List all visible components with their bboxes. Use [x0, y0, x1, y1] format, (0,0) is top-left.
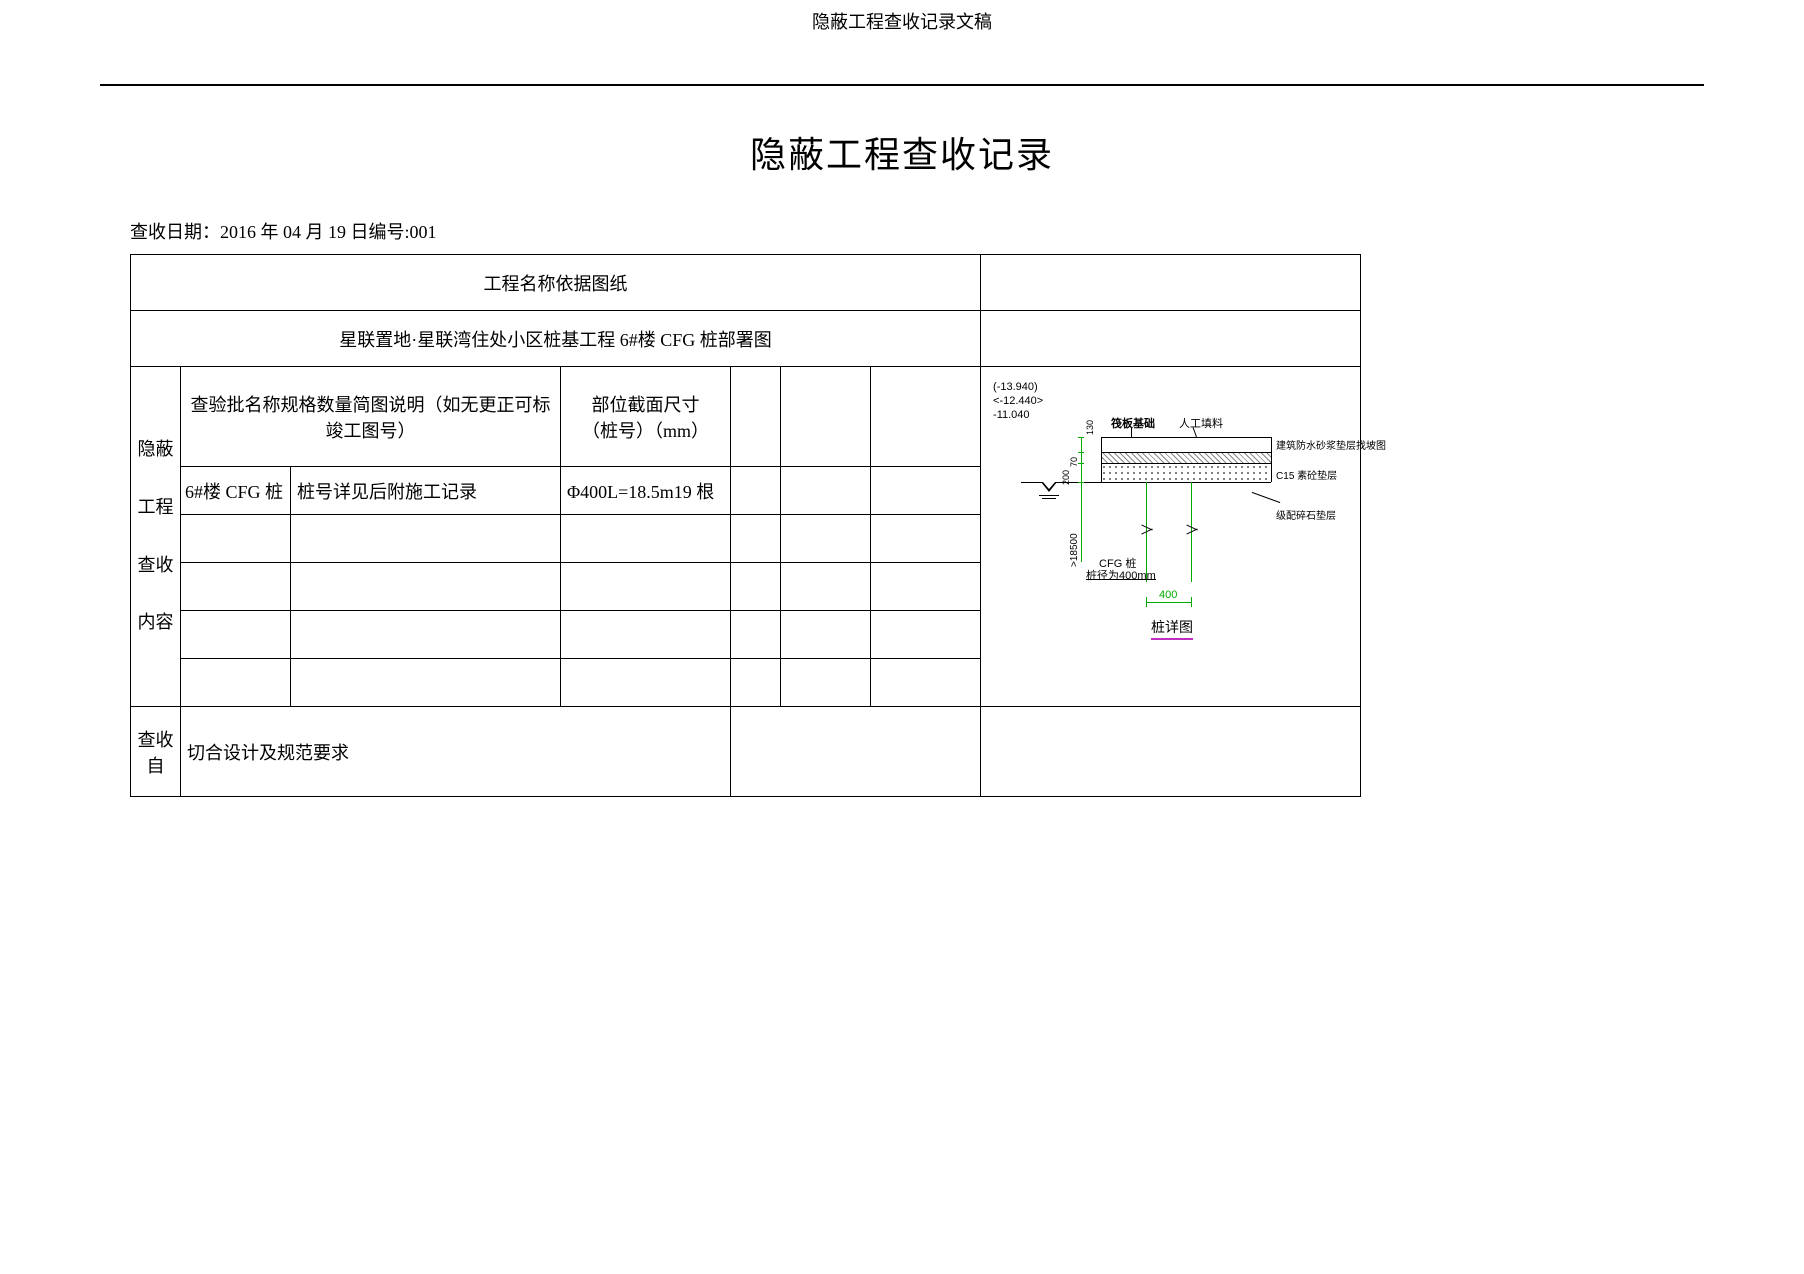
pile-title: 桩详图 [1151, 617, 1193, 640]
cell-blank [781, 659, 871, 707]
cell-blank [871, 659, 981, 707]
hatch-waterproof [1101, 453, 1271, 463]
cell-blank [871, 611, 981, 659]
line-top [1101, 437, 1271, 438]
cell-blank [561, 563, 731, 611]
label-400: 400 [1159, 589, 1177, 601]
cell-blank [731, 611, 781, 659]
data-1a: 6#楼 CFG 桩 [181, 467, 291, 515]
line-l [1101, 437, 1102, 482]
header-rule [100, 84, 1704, 86]
cell-blank [871, 367, 981, 467]
label-c15: C15 素砼垫层 [1276, 467, 1337, 482]
dot-c15 [1101, 464, 1271, 482]
cell-blank [781, 515, 871, 563]
line-r [1271, 437, 1272, 482]
cell-blank [561, 611, 731, 659]
dim-18500: >18500 [1069, 533, 1080, 567]
dim-t2 [1078, 452, 1084, 453]
cell-blank [871, 467, 981, 515]
col-header-inspect: 查验批名称规格数量简图说明（如无更正可标竣工图号） [181, 367, 561, 467]
bottom-left-label: 查收自 [131, 707, 181, 797]
cell-blank [781, 611, 871, 659]
cell-blank [781, 367, 871, 467]
dim-v-line [1081, 437, 1082, 482]
cfg-underline [1086, 579, 1156, 580]
col-header-section: 部位截面尺寸 （桩号）（mm） [561, 367, 731, 467]
break-r [1186, 527, 1198, 535]
label-diam: 桩径为400mm [1086, 567, 1156, 583]
cell-blank [731, 659, 781, 707]
dim-200: 200 [1061, 470, 1071, 485]
cell-blank [781, 563, 871, 611]
col-b-header-text: 查验批名称规格数量简图说明（如无更正可标竣工图号） [187, 391, 554, 443]
ground-symbol-inner [1043, 482, 1055, 489]
row-project-name: 工程名称依据图纸 [131, 255, 981, 311]
cell-blank [291, 611, 561, 659]
cell-blank [291, 563, 561, 611]
cell-blank [731, 367, 781, 467]
cell-blank [981, 311, 1361, 367]
cell-blank [181, 515, 291, 563]
elev-1: (-13.940) [993, 381, 1038, 393]
cell-blank [871, 563, 981, 611]
ground-l1 [1039, 495, 1059, 496]
label-cushion: 级配碎石垫层 [1276, 507, 1336, 522]
label-backfill: 人工填料 [1179, 415, 1223, 431]
cell-blank [561, 515, 731, 563]
cell-blank [731, 563, 781, 611]
leader-foundation [1131, 427, 1132, 437]
data-1c: Φ400L=18.5m19 根 [561, 467, 731, 515]
bottom-text: 切合设计及规范要求 [181, 707, 731, 797]
cell-blank [981, 707, 1361, 797]
dim-70: 70 [1069, 457, 1079, 467]
cell-blank [561, 659, 731, 707]
cell-blank [181, 611, 291, 659]
cell-blank [731, 515, 781, 563]
cell-blank [781, 467, 871, 515]
dim-130: 130 [1085, 420, 1095, 435]
ground-l2 [1042, 498, 1056, 499]
cell-blank [181, 563, 291, 611]
label-waterproof: 建筑防水砂浆垫层找坡图 [1276, 437, 1386, 452]
dim-t1 [1078, 437, 1084, 438]
cell-blank [981, 255, 1361, 311]
break-l [1141, 527, 1153, 535]
leader-cushion [1252, 492, 1281, 503]
line-bot [1101, 482, 1271, 483]
record-table: 工程名称依据图纸 星联置地·星联湾住处小区桩基工程 6#楼 CFG 桩部署图 隐… [130, 254, 1361, 797]
page-title: 隐蔽工程查收记录 [0, 126, 1804, 178]
cell-blank [871, 515, 981, 563]
left-vertical-label: 隐蔽工程查收内容 [131, 367, 181, 707]
cell-blank [291, 659, 561, 707]
row-project-desc: 星联置地·星联湾住处小区桩基工程 6#楼 CFG 桩部署图 [131, 311, 981, 367]
elev-2: <-12.440> [993, 395, 1043, 407]
dim-400-r [1191, 597, 1192, 607]
dim-400-l [1146, 597, 1147, 607]
dim-pile-v [1081, 482, 1082, 562]
dim-400-line [1146, 602, 1191, 603]
cell-blank [731, 467, 781, 515]
diagram-cell: (-13.940) <-12.440> -11.040 筏 [981, 367, 1361, 707]
label-foundation: 筏板基础 [1111, 415, 1155, 431]
cell-blank [731, 707, 981, 797]
cell-blank [291, 515, 561, 563]
data-1b: 桩号详见后附施工记录 [291, 467, 561, 515]
doc-header: 隐蔽工程查收记录文稿 [0, 0, 1804, 34]
date-line: 查收日期：2016 年 04 月 19 日编号:001 [130, 218, 1804, 244]
elev-3: -11.040 [993, 409, 1030, 421]
cell-blank [181, 659, 291, 707]
